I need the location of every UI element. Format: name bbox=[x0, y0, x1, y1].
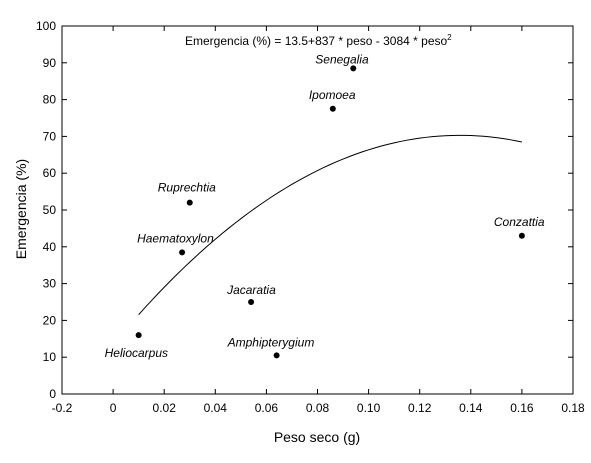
equation-superscript: 2 bbox=[447, 33, 452, 42]
data-point bbox=[179, 249, 186, 256]
point-label: Heliocarpus bbox=[105, 346, 168, 360]
x-tick-label: 0 bbox=[110, 401, 117, 415]
x-tick-label: 0.18 bbox=[561, 401, 585, 415]
fit-curve bbox=[138, 134, 523, 315]
y-tick-label: 10 bbox=[43, 350, 57, 364]
x-tick-label: 0.08 bbox=[306, 401, 330, 415]
y-tick-label: 20 bbox=[43, 313, 57, 327]
x-tick-label: 0.14 bbox=[459, 401, 483, 415]
y-tick-label: 80 bbox=[43, 93, 57, 107]
y-tick-label: 50 bbox=[43, 203, 57, 217]
x-tick-label: 0.10 bbox=[357, 401, 381, 415]
data-point bbox=[273, 352, 280, 359]
y-axis-label: Emergencia (%) bbox=[13, 159, 29, 259]
data-point bbox=[186, 199, 193, 206]
y-tick-label: 90 bbox=[43, 56, 57, 70]
y-tick-label: 70 bbox=[43, 129, 57, 143]
y-axis: 0 10 20 30 40 50 60 70 80 90 100 bbox=[36, 19, 573, 401]
equation-annotation: Emergencia (%) = 13.5+837 * peso - 3084 … bbox=[185, 33, 452, 48]
x-tick-label: 0.02 bbox=[153, 401, 177, 415]
point-label: Conzattia bbox=[494, 215, 545, 229]
point-label: Haematoxylon bbox=[137, 231, 214, 245]
y-tick-label: 0 bbox=[49, 387, 56, 401]
data-point bbox=[135, 332, 142, 339]
y-tick-label: 30 bbox=[43, 277, 57, 291]
y-tick-label: 100 bbox=[36, 19, 56, 33]
point-label: Ipomoea bbox=[309, 88, 356, 102]
data-point bbox=[329, 105, 336, 112]
point-label: Jacaratia bbox=[226, 283, 276, 297]
point-label: Senegalia bbox=[315, 52, 369, 66]
data-point bbox=[350, 65, 357, 72]
y-tick-label: 60 bbox=[43, 166, 57, 180]
x-tick-label: 0.04 bbox=[204, 401, 228, 415]
x-tick-label: 0.12 bbox=[408, 401, 432, 415]
x-axis: -0.2 0 0.02 0.04 0.06 0.08 0.10 0.12 0.14 0.16 0.1… bbox=[52, 26, 585, 415]
x-tick-label: -0.2 bbox=[52, 401, 73, 415]
x-tick-label: 0.06 bbox=[255, 401, 279, 415]
y-tick-label: 40 bbox=[43, 240, 57, 254]
point-label: Amphipterygium bbox=[227, 335, 315, 349]
data-point bbox=[248, 299, 255, 305]
data-point bbox=[518, 232, 525, 239]
x-axis-label: Peso seco (g) bbox=[274, 429, 360, 445]
x-tick-label: 0.16 bbox=[510, 401, 534, 415]
plot-frame bbox=[61, 25, 574, 395]
point-label: Ruprechtia bbox=[158, 181, 216, 195]
